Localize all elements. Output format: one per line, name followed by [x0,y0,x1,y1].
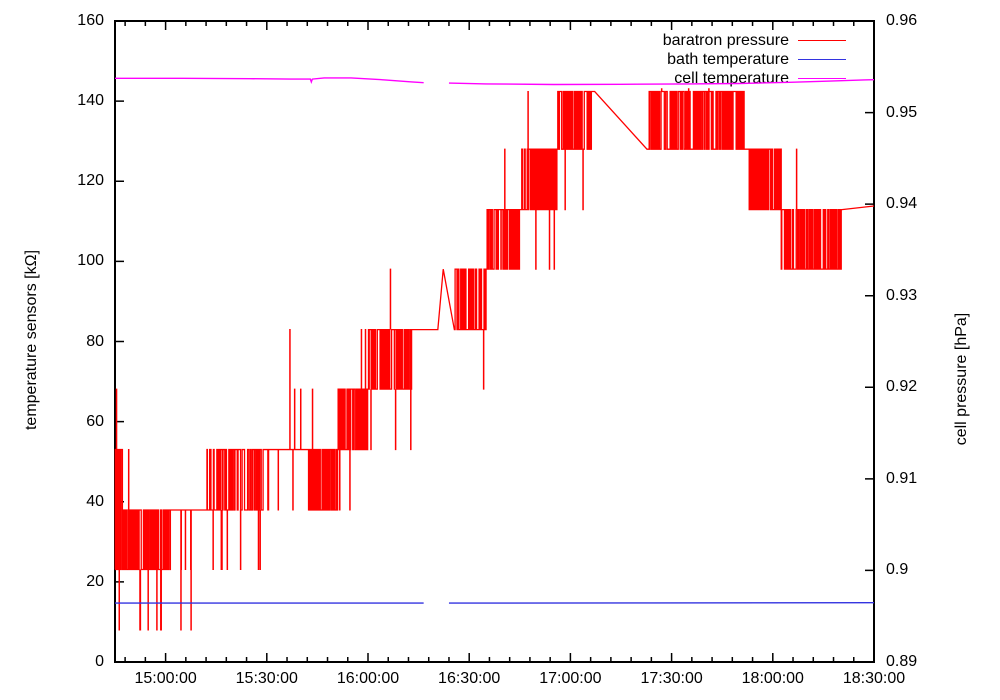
legend-label: baratron pressure [662,31,789,49]
y1-tick-label: 140 [77,92,104,110]
y2-tick-label: 0.93 [886,286,918,304]
legend-item-cell-temperature: cell temperature [663,69,846,88]
y1-tick-label: 160 [77,12,104,29]
y1-tick-label: 120 [77,172,104,190]
y1-tick-label: 40 [86,492,104,510]
x-tick-label: 17:30:00 [640,670,703,687]
x-tick-label: 18:00:00 [741,670,804,687]
y2-tick-label: 0.91 [886,469,918,487]
series-cell-temperature [115,77,875,86]
legend-item-bath-temperature: bath temperature [663,50,846,69]
y1-tick-label: 60 [86,412,104,430]
y2-tick-label: 0.9 [886,561,909,579]
x-tick-label: 18:30:00 [842,670,906,687]
y2-tick-label: 0.94 [886,195,918,213]
y1-tick-label: 0 [95,653,104,670]
y1-tick-label: 100 [77,252,104,270]
y2-tick-label: 0.95 [886,103,918,121]
y2-tick-label: 0.89 [886,653,918,670]
legend-item-baratron-pressure: baratron pressure [663,31,846,50]
series-baratron-pressure-spikes [115,88,798,631]
x-tick-label: 16:30:00 [438,670,501,687]
x-tick-label: 16:00:00 [336,670,400,687]
y1-tick-label: 80 [86,332,104,350]
legend-line-sample [798,59,846,60]
x-tick-label: 17:00:00 [539,670,602,687]
legend-label: bath temperature [667,50,789,68]
axis-ticks [115,20,875,663]
x-tick-label: 15:00:00 [134,670,197,687]
legend-line-sample [798,78,846,79]
x-tick-label: 15:30:00 [235,670,298,687]
y2-tick-label: 0.92 [886,378,918,396]
legend-line-sample [798,40,846,41]
plot-border [114,20,875,663]
y2-tick-label: 0.96 [886,12,918,29]
y1-tick-label: 20 [86,572,104,590]
legend-label: cell temperature [674,69,789,87]
series-baratron-pressure [114,90,875,571]
chart-legend: baratron pressure bath temperature cell … [663,31,846,88]
